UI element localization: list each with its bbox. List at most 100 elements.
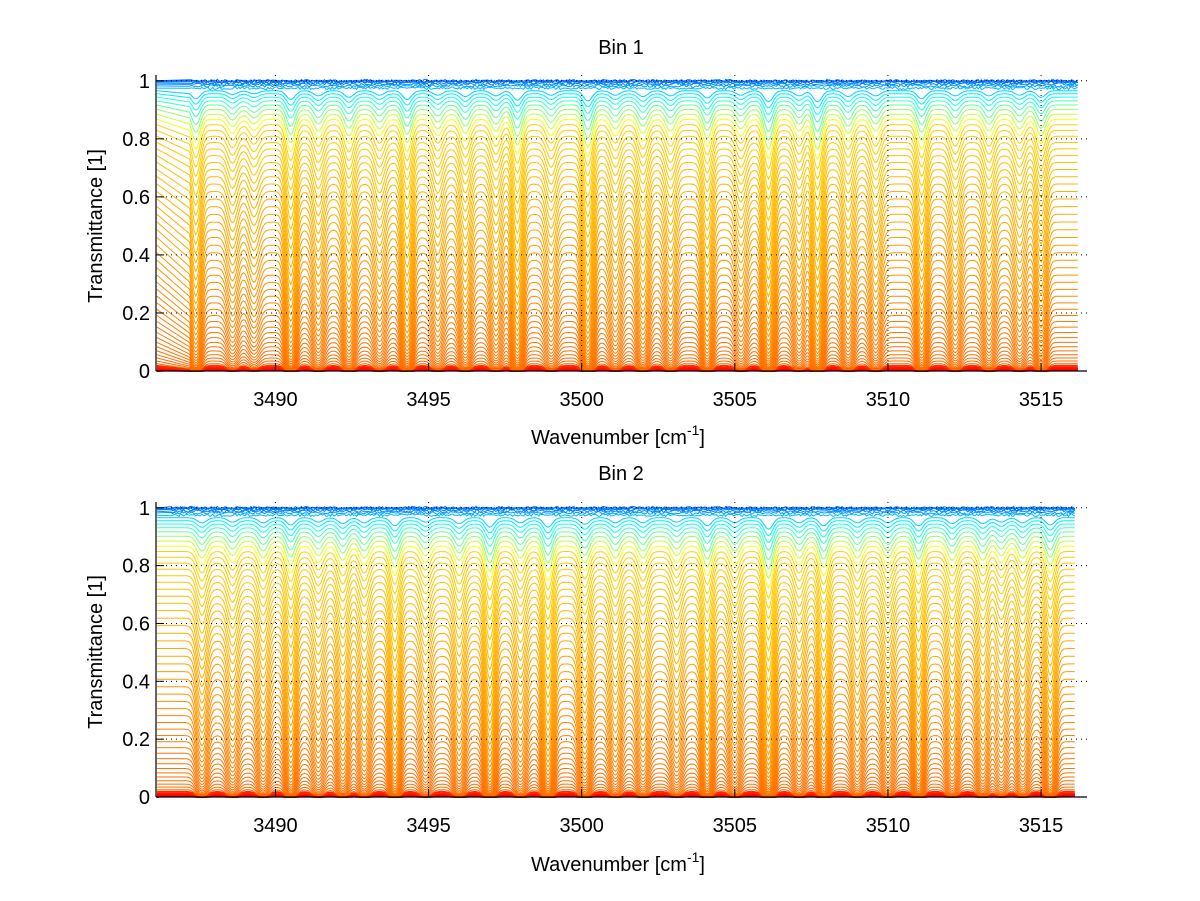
series-line (156, 734, 1075, 790)
x-axis-label-main: Wavenumber [cm (531, 854, 687, 876)
series-line (156, 326, 1078, 368)
series-line (156, 357, 1078, 372)
series-line (156, 129, 1078, 180)
y-tick-label: 0.2 (122, 729, 150, 751)
series-line (156, 308, 1078, 363)
series-line (156, 124, 1078, 170)
series-line (156, 575, 1075, 642)
series-line (156, 364, 1078, 373)
series-line (156, 545, 1075, 589)
x-tick-label: 3490 (253, 815, 298, 837)
series-line (156, 556, 1075, 610)
series-line (156, 161, 1078, 232)
x-axis-label: Wavenumber [cm-1] (531, 422, 705, 449)
x-axis-label-suffix: ] (699, 427, 705, 449)
y-tick-label: 1 (139, 71, 150, 93)
series-line (156, 104, 1078, 133)
x-tick-label: 3505 (713, 815, 758, 837)
series-line (156, 510, 1075, 516)
series-line (156, 752, 1075, 794)
x-axis-label-main: Wavenumber [cm (531, 427, 687, 449)
series-line (156, 295, 1078, 358)
series-line (156, 527, 1075, 551)
y-tick-label: 0.4 (122, 671, 150, 693)
series-line (156, 206, 1078, 290)
series-line (156, 93, 1078, 109)
series-line (156, 602, 1075, 683)
y-axis-label: Transmittance [1] (85, 575, 107, 729)
subplot-bin-1: Bin 1 3490 3495 3500 3505 3510 3515 0 0.… (85, 37, 1087, 449)
x-tick-labels: 3490 3495 3500 3505 3510 3515 (253, 389, 1063, 411)
series-line (156, 90, 1078, 103)
series-line (156, 715, 1075, 782)
series-line (156, 155, 1078, 222)
series-line (156, 320, 1078, 366)
x-tick-label: 3500 (559, 815, 604, 837)
axes (155, 75, 1087, 372)
series-line (156, 314, 1078, 365)
series-line (156, 763, 1075, 796)
y-tick-label: 0.8 (122, 129, 150, 151)
series-line (156, 772, 1075, 797)
series-line (156, 360, 1078, 372)
series-line (156, 531, 1075, 561)
y-tick-labels: 0 0.2 0.4 0.6 0.8 1 (122, 71, 150, 383)
series-line (156, 671, 1075, 756)
series-line (156, 135, 1078, 191)
series-line (156, 505, 1076, 510)
series-line (156, 81, 1078, 87)
x-axis-label: Wavenumber [cm-1] (531, 849, 705, 876)
series-line (156, 354, 1078, 372)
series-line (156, 789, 1075, 798)
x-tick-label: 3490 (253, 389, 298, 411)
x-tick-label: 3505 (713, 389, 758, 411)
x-tick-label: 3500 (559, 389, 604, 411)
chart-title: Bin 2 (598, 463, 644, 485)
series-line (156, 551, 1075, 600)
series-line (156, 776, 1075, 797)
series-line (156, 229, 1078, 313)
series-line (156, 176, 1078, 253)
series-line (156, 350, 1078, 371)
series-line (156, 617, 1075, 702)
series-line (156, 520, 1075, 537)
series-line (156, 648, 1075, 736)
x-tick-label: 3495 (406, 815, 451, 837)
series-line (156, 632, 1075, 720)
series-line (156, 113, 1078, 151)
series-line (156, 267, 1078, 343)
series-line (156, 678, 1075, 761)
x-tick-label: 3515 (1019, 389, 1064, 411)
x-axis-label-superscript: -1 (687, 849, 700, 865)
x-tick-labels: 3490 3495 3500 3505 3510 3515 (253, 815, 1063, 837)
axes (155, 502, 1087, 798)
series-line (156, 108, 1078, 141)
series-line (156, 758, 1075, 795)
series-line (156, 198, 1078, 281)
series-line (156, 508, 1076, 514)
y-tick-label: 0 (139, 361, 150, 383)
y-tick-label: 0.6 (122, 187, 150, 209)
series-line (156, 562, 1075, 620)
grid-lines (156, 502, 1087, 797)
series-line (156, 790, 1075, 798)
series-line (156, 274, 1078, 347)
series-line (156, 100, 1078, 123)
series-line (156, 363, 1078, 372)
series-line (156, 535, 1075, 570)
series-group (156, 78, 1079, 373)
series-line (156, 281, 1078, 351)
series-line (156, 610, 1075, 693)
y-tick-label: 0.8 (122, 556, 150, 578)
series-line (156, 517, 1075, 530)
series-line (156, 346, 1078, 371)
series-line (156, 767, 1075, 797)
series-line (156, 686, 1075, 766)
series-line (156, 722, 1075, 785)
series-line (156, 568, 1075, 631)
series-line (156, 183, 1078, 263)
series-line (156, 148, 1078, 212)
series-line (156, 259, 1078, 338)
series-line (156, 512, 1075, 518)
